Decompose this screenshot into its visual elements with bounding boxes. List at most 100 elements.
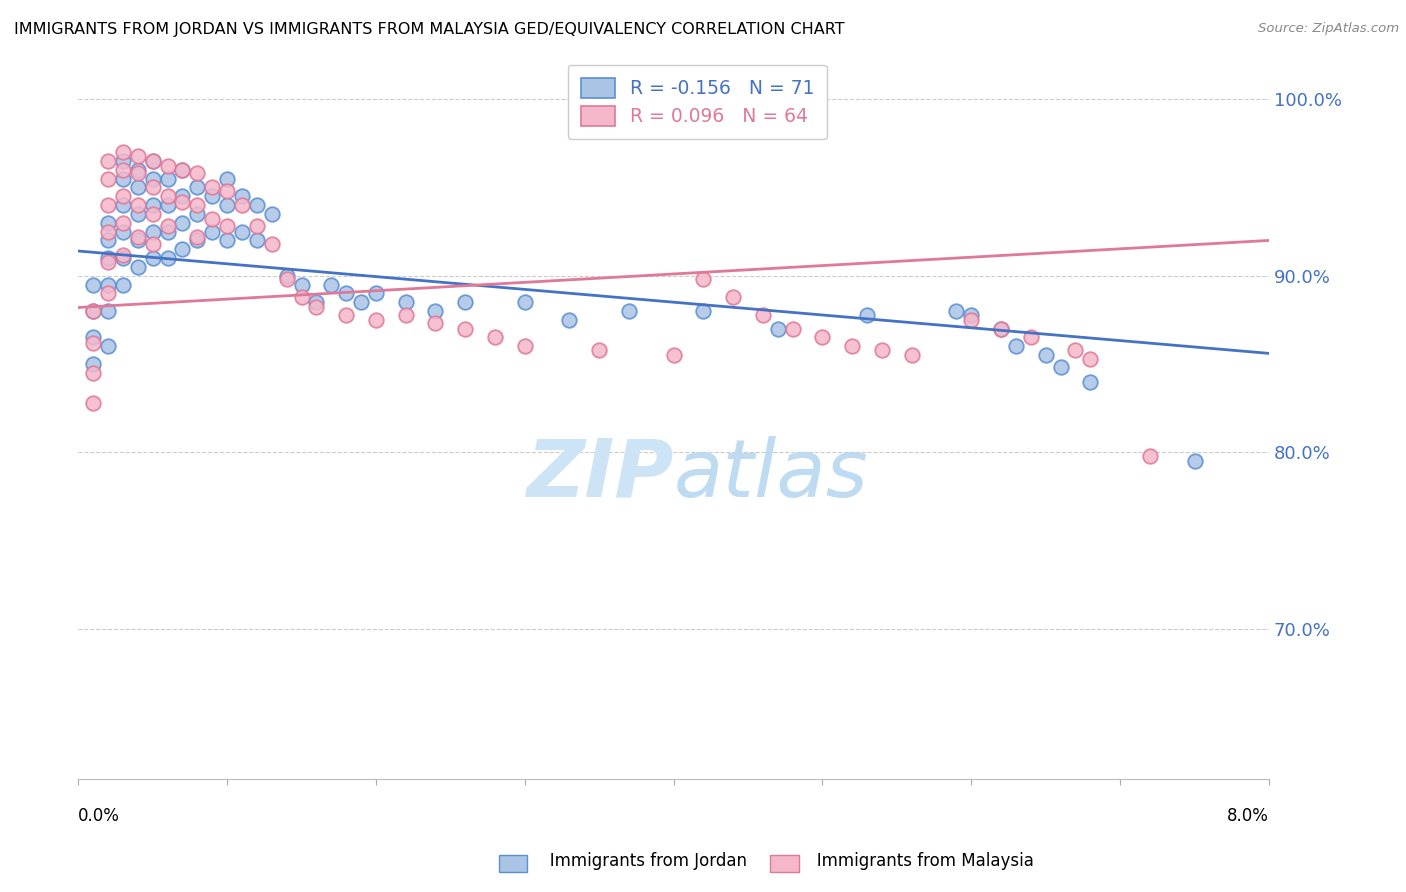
Point (127, 162, 149, 177)
Point (172, 242, 194, 256)
Point (990, 321, 1012, 335)
Point (97, 254, 120, 268)
Point (870, 343, 893, 357)
Point (305, 295, 328, 310)
Point (142, 225, 165, 239)
Point (127, 180, 149, 194)
Point (186, 207, 208, 221)
Point (82, 357, 104, 371)
Point (97, 225, 120, 239)
Point (82, 335, 104, 350)
Point (82, 304, 104, 318)
Point (752, 308, 775, 322)
Text: ZIP: ZIP (526, 436, 673, 514)
Point (960, 308, 983, 322)
Point (156, 171, 179, 186)
Point (484, 330, 506, 344)
Point (186, 234, 208, 248)
Point (111, 247, 134, 261)
Point (260, 237, 283, 252)
Point (156, 159, 179, 173)
Point (127, 198, 149, 212)
Point (841, 339, 863, 353)
Point (127, 207, 149, 221)
Point (856, 308, 879, 322)
Point (231, 189, 253, 203)
Point (1019, 330, 1042, 344)
Point (97, 251, 120, 265)
Point (454, 295, 477, 310)
Point (350, 295, 373, 310)
Point (156, 225, 179, 239)
Point (97, 304, 120, 318)
Point (142, 180, 165, 194)
Point (513, 339, 536, 353)
Point (172, 189, 194, 203)
Point (811, 330, 834, 344)
Point (290, 277, 312, 292)
Point (231, 198, 253, 212)
Point (305, 301, 328, 315)
Point (782, 321, 804, 335)
Point (364, 286, 387, 301)
Point (945, 304, 967, 318)
Point (127, 260, 149, 274)
Point (1078, 375, 1101, 389)
Point (111, 145, 134, 160)
Point (201, 180, 224, 194)
Point (217, 171, 239, 186)
Point (82, 277, 104, 292)
Point (111, 251, 134, 265)
Point (186, 198, 208, 212)
Point (217, 198, 239, 212)
Point (82, 396, 104, 410)
Point (290, 290, 312, 304)
Point (97, 171, 120, 186)
Point (142, 154, 165, 169)
Point (246, 198, 269, 212)
Point (111, 216, 134, 230)
Point (201, 225, 224, 239)
Point (172, 216, 194, 230)
Point (321, 277, 343, 292)
Point (1184, 454, 1206, 468)
Point (201, 189, 224, 203)
Text: IMMIGRANTS FROM JORDAN VS IMMIGRANTS FROM MALAYSIA GED/EQUIVALENCY CORRELATION C: IMMIGRANTS FROM JORDAN VS IMMIGRANTS FRO… (14, 22, 845, 37)
Point (217, 234, 239, 248)
Point (82, 330, 104, 344)
Point (960, 313, 983, 327)
Text: atlas: atlas (673, 436, 869, 514)
Point (156, 198, 179, 212)
Point (82, 304, 104, 318)
Point (97, 277, 120, 292)
Point (127, 230, 149, 244)
Point (990, 321, 1012, 335)
Point (97, 154, 120, 169)
Legend: R = -0.156   N = 71, R = 0.096   N = 64: R = -0.156 N = 71, R = 0.096 N = 64 (568, 64, 827, 139)
Point (246, 219, 269, 234)
Text: Source: ZipAtlas.com: Source: ZipAtlas.com (1258, 22, 1399, 36)
Point (217, 219, 239, 234)
Point (900, 348, 922, 362)
Point (231, 225, 253, 239)
Point (111, 198, 134, 212)
Point (217, 184, 239, 198)
Text: 0.0%: 0.0% (79, 807, 120, 825)
Point (558, 313, 581, 327)
Point (260, 207, 283, 221)
Point (454, 321, 477, 335)
Point (172, 162, 194, 177)
Point (721, 290, 744, 304)
Point (395, 308, 418, 322)
Point (97, 234, 120, 248)
Point (97, 216, 120, 230)
Point (111, 225, 134, 239)
Point (142, 198, 165, 212)
Point (127, 149, 149, 163)
Point (395, 295, 418, 310)
Text: Immigrants from Malaysia: Immigrants from Malaysia (801, 852, 1035, 870)
Point (513, 295, 536, 310)
Point (142, 207, 165, 221)
Point (335, 286, 357, 301)
Point (186, 230, 208, 244)
